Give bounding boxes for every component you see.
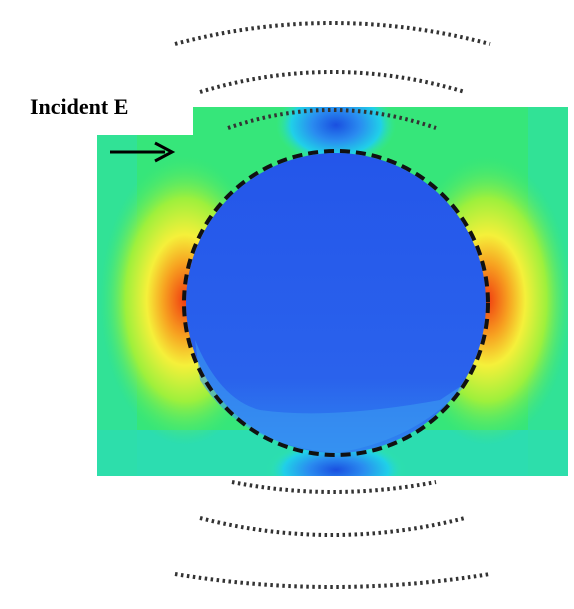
figure: Incident E (0, 0, 574, 609)
incident-label: Incident E (30, 94, 128, 119)
